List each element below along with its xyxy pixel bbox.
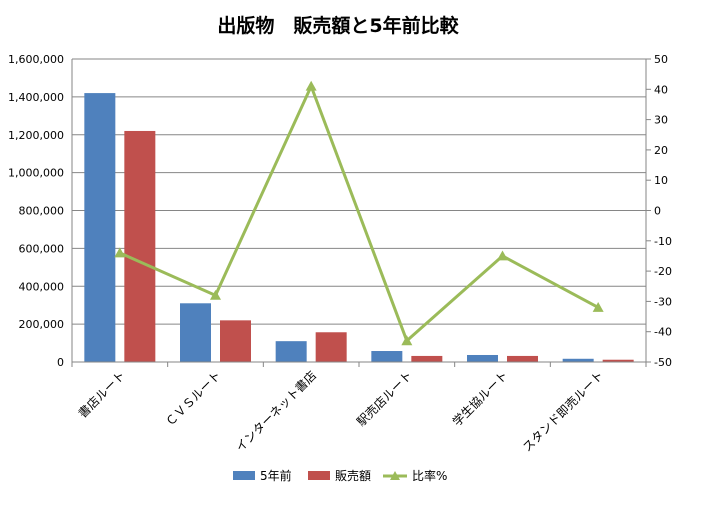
ratio-marker — [592, 301, 604, 312]
y-left-tick-label: 0 — [57, 356, 64, 369]
y-right-tick-label: -40 — [654, 326, 672, 339]
y-right-tick-label: -10 — [654, 235, 672, 248]
ratio-line — [114, 80, 604, 346]
y-right-tick-label: 50 — [654, 53, 668, 66]
y-left-tick-label: 600,000 — [19, 242, 65, 255]
y-right-tick-label: 0 — [654, 205, 661, 218]
gridlines — [72, 58, 646, 325]
x-category-label: 学生協ルート — [449, 368, 511, 430]
legend: 5年前 販売額 比率% — [233, 468, 447, 483]
x-category-label: 駅売店ルート — [353, 368, 415, 430]
legend-ratio-marker — [390, 471, 400, 480]
legend-sales-swatch — [308, 471, 330, 480]
y-right-tick-label: -30 — [654, 295, 672, 308]
legend-five-years-ago-swatch — [233, 471, 255, 480]
y-right-tick-label: 30 — [654, 114, 668, 127]
legend-sales-label: 販売額 — [335, 468, 371, 483]
y-right-tick-label: -20 — [654, 265, 672, 278]
y-left-tick-label: 1,200,000 — [8, 129, 64, 142]
x-category-label: スタンド即売ルート — [519, 368, 606, 455]
bar-five-years-ago — [84, 93, 116, 363]
chart-title: 出版物 販売額と5年前比較 — [217, 14, 459, 37]
bar-five-years-ago — [180, 303, 211, 362]
bar-sales — [602, 359, 634, 362]
y-right-tick-label: 20 — [654, 144, 668, 157]
bars — [84, 93, 634, 363]
y-right-tick-label: 40 — [654, 83, 668, 96]
y-left-tick-label: 1,000,000 — [8, 167, 64, 180]
bar-five-years-ago — [467, 354, 498, 362]
x-category-label: インターネット書店 — [233, 368, 319, 454]
legend-ratio-label: 比率% — [412, 468, 447, 483]
bar-sales — [507, 355, 538, 362]
bar-sales — [124, 130, 156, 362]
ratio-marker — [210, 289, 221, 300]
legend-five-years-ago-label: 5年前 — [260, 468, 292, 483]
bar-sales — [220, 320, 251, 362]
y-left-tick-label: 1,600,000 — [8, 53, 64, 66]
ratio-marker — [401, 335, 413, 346]
x-category-label: 書店ルート — [76, 368, 128, 420]
y-right-tick-label: 10 — [654, 174, 668, 187]
bar-five-years-ago — [562, 358, 594, 362]
ratio-line-path — [119, 84, 599, 343]
y-right-tick-label: -50 — [654, 356, 672, 369]
ratio-marker — [497, 250, 508, 261]
ratio-marker — [305, 80, 317, 91]
y-left-tick-label: 200,000 — [19, 318, 65, 331]
y-left-tick-label: 800,000 — [19, 205, 65, 218]
bar-five-years-ago — [275, 341, 307, 362]
y-left-tick-label: 400,000 — [19, 280, 65, 293]
bar-sales — [411, 355, 443, 362]
y-left-tick-label: 1,400,000 — [8, 91, 64, 104]
bar-five-years-ago — [371, 351, 403, 362]
x-category-label: ＣＶＳルート — [163, 368, 224, 429]
ratio-marker — [114, 247, 126, 258]
bar-sales — [315, 332, 347, 362]
